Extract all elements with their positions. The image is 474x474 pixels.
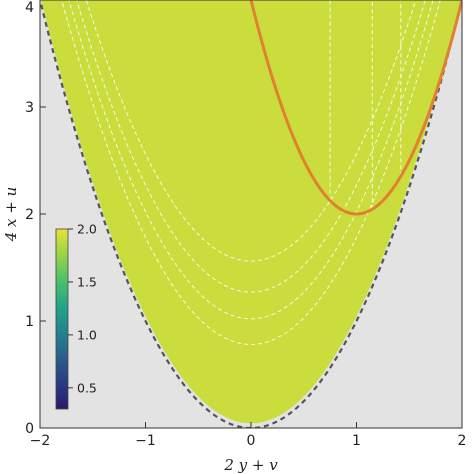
colorbar-tick-label: 1.0 <box>77 327 97 342</box>
orange-curve <box>249 0 462 216</box>
contour-line <box>40 0 462 346</box>
y-tick-label: 4 <box>25 0 34 16</box>
y-axis-ticks: 0 1 2 3 4 <box>25 0 46 437</box>
y-axis-title: 4 x + u <box>2 187 20 243</box>
x-tick-label: 0 <box>247 433 256 449</box>
colorbar-gradient <box>55 228 69 410</box>
y-tick-label: 0 <box>25 421 34 437</box>
contour-line <box>40 0 462 293</box>
heatmap-layer <box>40 0 462 424</box>
colorbar-tick-label: 0.5 <box>77 380 97 395</box>
plot-area <box>40 0 462 428</box>
x-tick-label: 1 <box>352 433 361 449</box>
x-tick-label: −1 <box>135 433 156 449</box>
colorbar: 0.5 1.0 1.5 2.0 <box>55 222 97 410</box>
y-tick-label: 1 <box>25 314 34 330</box>
y-tick-label: 2 <box>25 207 34 223</box>
colorbar-tick-label: 1.5 <box>77 274 97 289</box>
x-tick-label: 2 <box>458 433 467 449</box>
heat-band <box>40 0 462 424</box>
contour-line <box>40 0 462 262</box>
x-tick-label: −2 <box>30 433 51 449</box>
region-boundary-dashed-curve <box>40 0 462 428</box>
colorbar-tick-label: 2.0 <box>77 222 97 237</box>
y-tick-label: 3 <box>25 100 34 116</box>
x-axis-title: 2 y + v <box>223 456 278 474</box>
contour-line <box>40 0 462 320</box>
x-axis-ticks: −2 −1 0 1 2 <box>30 422 467 449</box>
